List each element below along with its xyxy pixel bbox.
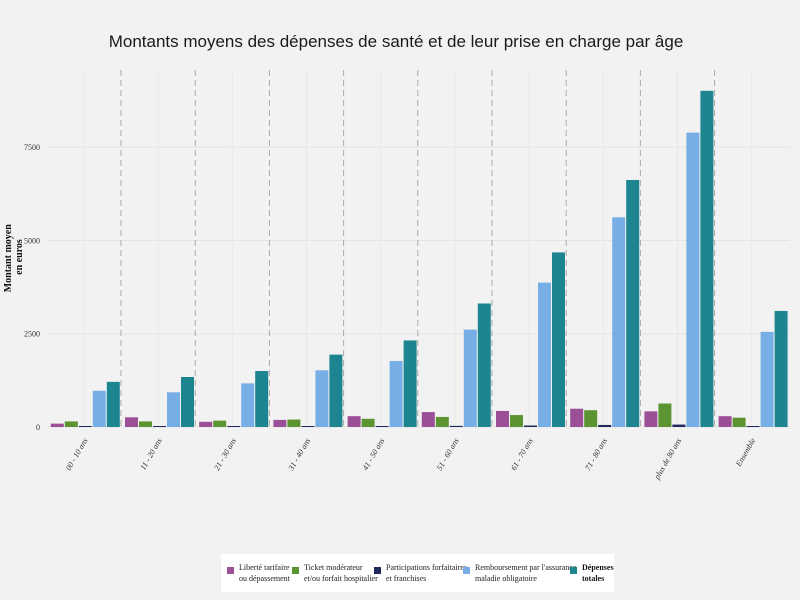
- bar-liberte-tarifaire-ou-depassement-11-20-ans: [125, 417, 138, 427]
- y-axis-label-line-2: en euros: [14, 239, 25, 275]
- bar-depenses-totales-41-50-ans: [403, 340, 417, 427]
- bar-liberte-tarifaire-ou-depassement-00-10-ans: [50, 423, 64, 427]
- legend: Liberté tarifaire ou dépassement Ticket mo…: [227, 563, 614, 583]
- bar-liberte-tarifaire-ou-depassement-plus-de-80-ans: [644, 411, 658, 427]
- legend-swatch-liberte-tarifaire-ou-depassement: [227, 567, 234, 574]
- gridlines: [47, 70, 790, 428]
- legend-label: Liberté tarifaire: [239, 563, 290, 572]
- bar-participations-forfaitaires-et-franchises-ensemble: [746, 426, 760, 427]
- legend-label: ou dépassement: [239, 574, 291, 583]
- bar-participations-forfaitaires-et-franchises-plus-de-80-ans: [672, 424, 686, 427]
- y-tick-label: 7500: [24, 143, 40, 152]
- y-axis-ticks: 0 2500 5000 7500: [24, 143, 40, 432]
- bar-participations-forfaitaires-et-franchises-51-60-ans: [449, 425, 463, 427]
- chart-title: Montants moyens des dépenses de santé et…: [109, 32, 684, 51]
- bar-liberte-tarifaire-ou-depassement-21-30-ans: [199, 421, 213, 427]
- legend-box: [221, 554, 614, 592]
- bar-depenses-totales-71-80-ans: [626, 179, 640, 427]
- bar-remboursement-par-l-assurance-maladie-obligatoire-ensemble: [760, 331, 774, 427]
- bar-participations-forfaitaires-et-franchises-61-70-ans: [524, 425, 537, 427]
- y-tick-label: 2500: [24, 330, 40, 339]
- bar-ticket-moderateur-et-ou-forfait-hospitalier-ensemble: [732, 417, 746, 427]
- y-tick-label: 0: [36, 423, 40, 432]
- bar-remboursement-par-l-assurance-maladie-obligatoire-61-70-ans: [538, 282, 551, 427]
- legend-label: et franchises: [386, 574, 426, 583]
- legend-label: totales: [582, 574, 604, 583]
- bar-remboursement-par-l-assurance-maladie-obligatoire-00-10-ans: [92, 390, 106, 427]
- bar-depenses-totales-21-30-ans: [255, 371, 269, 427]
- bar-ticket-moderateur-et-ou-forfait-hospitalier-61-70-ans: [510, 415, 523, 427]
- y-axis-label: Montant moyen en euros: [3, 222, 25, 293]
- legend-swatch-depenses-totales: [570, 567, 577, 574]
- bar-depenses-totales-plus-de-80-ans: [700, 90, 714, 427]
- bar-participations-forfaitaires-et-franchises-11-20-ans: [153, 426, 166, 427]
- bar-ticket-moderateur-et-ou-forfait-hospitalier-71-80-ans: [584, 410, 598, 427]
- bar-depenses-totales-00-10-ans: [106, 381, 120, 427]
- bar-participations-forfaitaires-et-franchises-71-80-ans: [598, 424, 612, 427]
- bar-liberte-tarifaire-ou-depassement-71-80-ans: [570, 408, 584, 427]
- bar-remboursement-par-l-assurance-maladie-obligatoire-71-80-ans: [612, 217, 626, 427]
- bar-remboursement-par-l-assurance-maladie-obligatoire-41-50-ans: [389, 360, 403, 427]
- bar-ticket-moderateur-et-ou-forfait-hospitalier-31-40-ans: [287, 419, 301, 427]
- bar-remboursement-par-l-assurance-maladie-obligatoire-21-30-ans: [241, 383, 255, 427]
- legend-label: Dépenses: [582, 563, 614, 572]
- bar-participations-forfaitaires-et-franchises-00-10-ans: [78, 426, 92, 427]
- bar-remboursement-par-l-assurance-maladie-obligatoire-11-20-ans: [167, 392, 180, 427]
- bars: [50, 90, 788, 427]
- bar-liberte-tarifaire-ou-depassement-61-70-ans: [496, 410, 509, 427]
- legend-label: et/ou forfait hospitalier: [304, 574, 378, 583]
- legend-swatch-participations-forfaitaires-et-franchises: [374, 567, 381, 574]
- bar-liberte-tarifaire-ou-depassement-51-60-ans: [421, 412, 435, 427]
- bar-depenses-totales-ensemble: [774, 310, 788, 427]
- bar-ticket-moderateur-et-ou-forfait-hospitalier-11-20-ans: [139, 421, 152, 427]
- bar-liberte-tarifaire-ou-depassement-ensemble: [718, 416, 732, 427]
- legend-label: Participations forfaitaires: [386, 563, 467, 572]
- y-axis-label-line-1: Montant moyen: [3, 224, 14, 292]
- bar-depenses-totales-11-20-ans: [181, 377, 194, 427]
- legend-label: Ticket modérateur: [304, 563, 363, 572]
- bar-depenses-totales-61-70-ans: [552, 252, 565, 427]
- bar-depenses-totales-51-60-ans: [477, 303, 491, 427]
- bar-participations-forfaitaires-et-franchises-41-50-ans: [375, 426, 389, 427]
- legend-label: Remboursement par l'assurance: [475, 563, 577, 572]
- bar-remboursement-par-l-assurance-maladie-obligatoire-plus-de-80-ans: [686, 132, 700, 427]
- bar-depenses-totales-31-40-ans: [329, 354, 343, 427]
- bar-ticket-moderateur-et-ou-forfait-hospitalier-41-50-ans: [361, 418, 375, 427]
- bar-liberte-tarifaire-ou-depassement-41-50-ans: [347, 416, 361, 427]
- bar-participations-forfaitaires-et-franchises-21-30-ans: [227, 426, 241, 427]
- bar-ticket-moderateur-et-ou-forfait-hospitalier-00-10-ans: [64, 421, 78, 427]
- bar-ticket-moderateur-et-ou-forfait-hospitalier-plus-de-80-ans: [658, 403, 672, 427]
- legend-swatch-ticket-moderateur-et-ou-forfait-hospitalier: [292, 567, 299, 574]
- bar-liberte-tarifaire-ou-depassement-31-40-ans: [273, 419, 287, 427]
- bar-remboursement-par-l-assurance-maladie-obligatoire-31-40-ans: [315, 370, 329, 427]
- bar-participations-forfaitaires-et-franchises-31-40-ans: [301, 426, 315, 427]
- legend-label: maladie obligatoire: [475, 574, 537, 583]
- legend-swatch-remboursement-par-l-assurance-maladie-obligatoire: [463, 567, 470, 574]
- bar-remboursement-par-l-assurance-maladie-obligatoire-51-60-ans: [463, 329, 477, 427]
- bar-ticket-moderateur-et-ou-forfait-hospitalier-51-60-ans: [435, 416, 449, 427]
- y-tick-label: 5000: [24, 236, 40, 245]
- bar-ticket-moderateur-et-ou-forfait-hospitalier-21-30-ans: [213, 420, 227, 427]
